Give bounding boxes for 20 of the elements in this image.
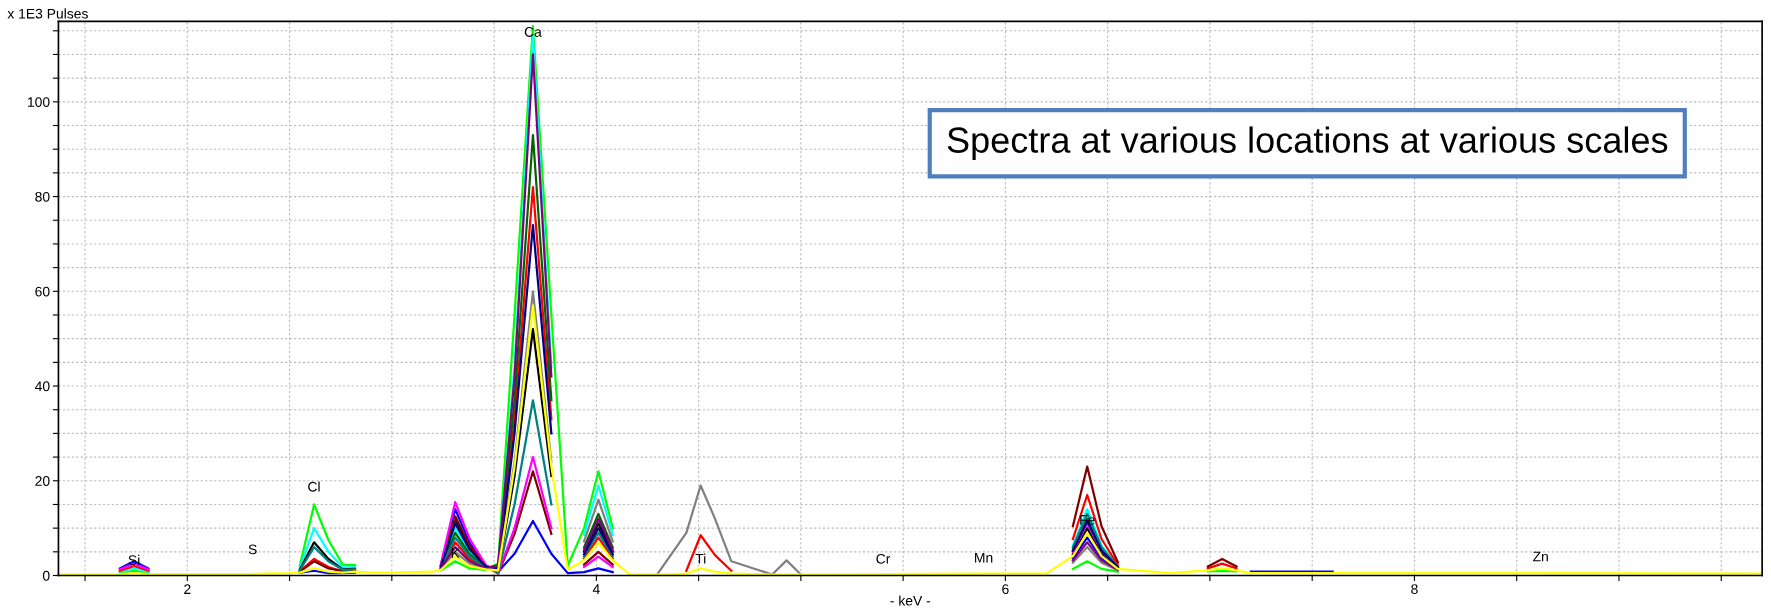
annotation: Ti xyxy=(695,553,706,564)
y-tick-label: 40 xyxy=(34,381,50,392)
x-tick-label: 2 xyxy=(184,584,191,594)
annotation: Cl xyxy=(308,481,320,492)
y-tick-label: 60 xyxy=(35,286,50,297)
annotation: S xyxy=(248,544,257,555)
annotation: Mn xyxy=(975,552,993,563)
y-tick-label: 20 xyxy=(35,476,50,486)
annotation: Cr xyxy=(876,553,891,564)
annotation: Fe xyxy=(1080,515,1095,525)
y-tick-label: 80 xyxy=(35,191,50,202)
x-axis-title: - keV - xyxy=(890,595,931,606)
y-tick-label: 100 xyxy=(28,97,50,108)
x-tick-label: 6 xyxy=(1002,584,1009,595)
annotation: Spectra at various locations at various scales xyxy=(947,126,1668,161)
x-tick-label: 8 xyxy=(1411,584,1418,595)
y-axis-title: x 1E3 Pulses xyxy=(7,8,88,19)
annotation: Zn xyxy=(1533,551,1548,562)
x-tick-label: 4 xyxy=(592,584,600,594)
y-tick-label: 0 xyxy=(42,570,50,581)
